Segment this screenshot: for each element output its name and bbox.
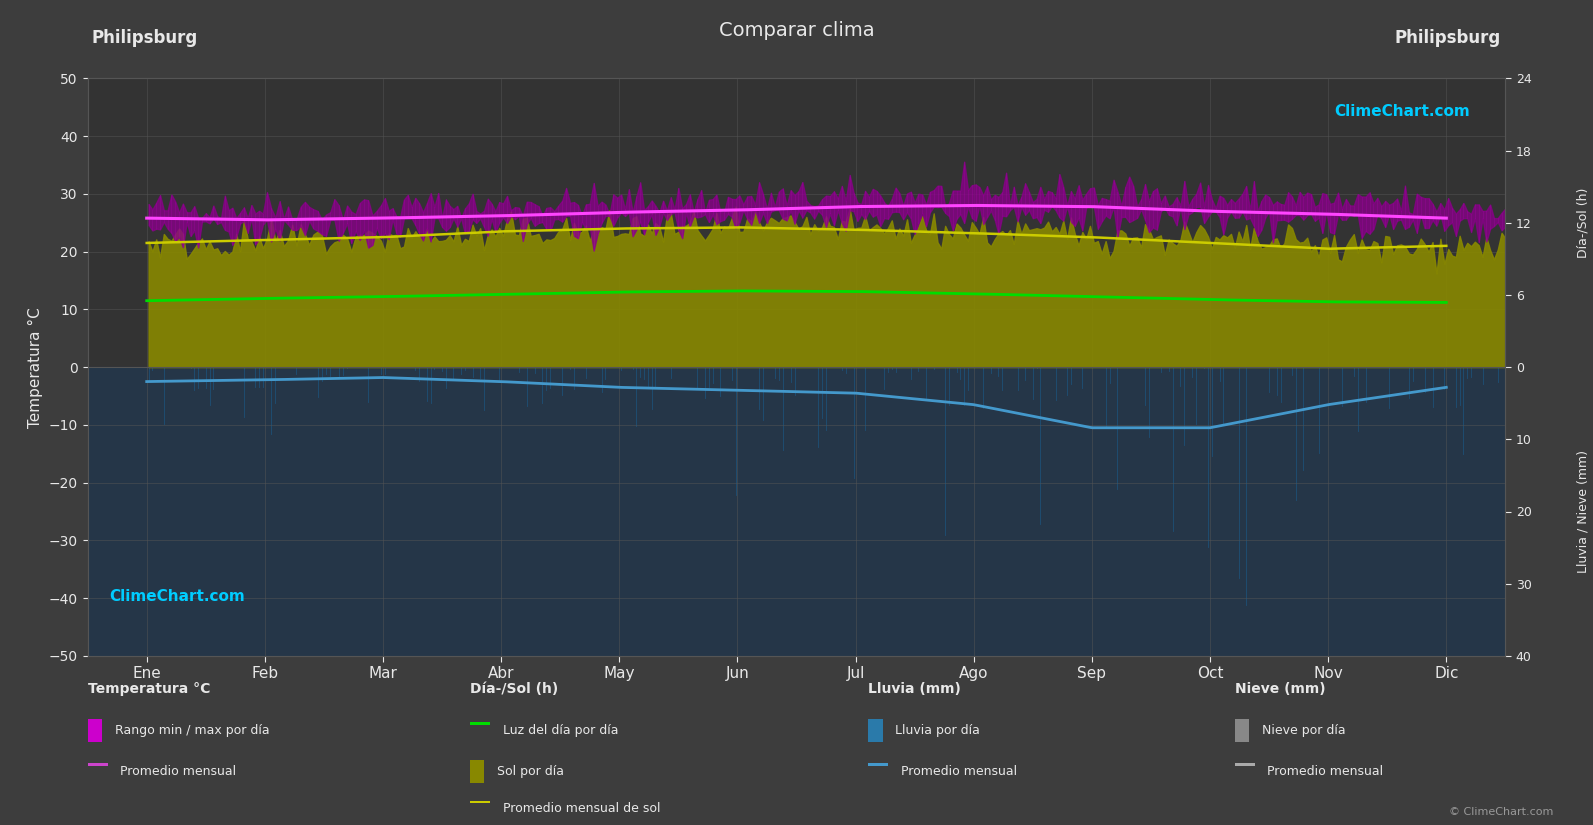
Text: Lluvia (mm): Lluvia (mm)	[868, 682, 961, 695]
Text: Temperatura °C: Temperatura °C	[88, 682, 210, 695]
Text: Philipsburg: Philipsburg	[92, 29, 198, 47]
Text: Rango min / max por día: Rango min / max por día	[115, 724, 269, 737]
Text: Promedio mensual de sol: Promedio mensual de sol	[503, 802, 660, 815]
Text: ClimeChart.com: ClimeChart.com	[108, 589, 245, 605]
Text: Comparar clima: Comparar clima	[718, 21, 875, 40]
Text: Día-/Sol (h): Día-/Sol (h)	[1577, 187, 1590, 258]
Y-axis label: Temperatura °C: Temperatura °C	[29, 307, 43, 427]
Text: Nieve por día: Nieve por día	[1262, 724, 1344, 737]
Text: Philipsburg: Philipsburg	[1395, 29, 1501, 47]
Text: Nieve (mm): Nieve (mm)	[1235, 682, 1325, 695]
Bar	[88, 367, 1505, 656]
Text: ClimeChart.com: ClimeChart.com	[1335, 105, 1470, 120]
Text: Promedio mensual: Promedio mensual	[902, 765, 1016, 778]
Text: Promedio mensual: Promedio mensual	[1268, 765, 1383, 778]
Text: Lluvia / Nieve (mm): Lluvia / Nieve (mm)	[1577, 450, 1590, 573]
Text: Día-/Sol (h): Día-/Sol (h)	[470, 682, 558, 695]
Text: Promedio mensual: Promedio mensual	[121, 765, 236, 778]
Text: © ClimeChart.com: © ClimeChart.com	[1448, 807, 1553, 817]
Text: Sol por día: Sol por día	[497, 765, 564, 778]
Text: Lluvia por día: Lluvia por día	[895, 724, 980, 737]
Text: Luz del día por día: Luz del día por día	[503, 724, 618, 737]
